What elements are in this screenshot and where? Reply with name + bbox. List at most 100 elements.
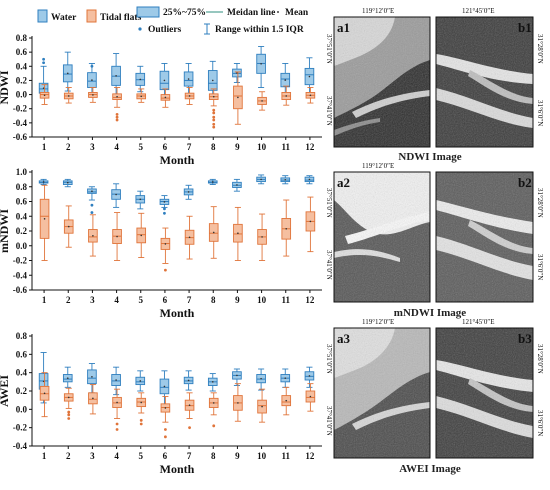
tidal-box-month-10 xyxy=(257,91,267,111)
y-tick-label: -0.2 xyxy=(13,256,28,266)
water-box-month-7 xyxy=(183,184,194,200)
chart-awei: 0.80.60.40.20.0-0.2-0.41 2 3 4 5 6 7 8 9 10 11 12Mo… xyxy=(0,331,322,476)
mean-marker xyxy=(187,78,190,80)
water-box-month-5 xyxy=(135,370,146,392)
mean-marker xyxy=(43,218,46,220)
y-tick-label: 0.2 xyxy=(16,386,28,396)
panel-a1-lat-bot: 37°41′0″N xyxy=(325,96,333,126)
mean-marker xyxy=(164,407,167,409)
outlier xyxy=(90,64,94,68)
tidal-box-month-4 xyxy=(112,87,122,122)
mean-marker xyxy=(188,404,191,407)
mean-marker xyxy=(66,181,69,184)
mean-marker xyxy=(91,79,93,81)
mean-marker xyxy=(42,380,45,383)
outlier xyxy=(212,108,216,112)
x-tick-label: 9 xyxy=(235,295,240,305)
mean-marker xyxy=(116,401,118,404)
x-tick-label: 1 xyxy=(42,451,47,461)
panel-b3-lon: 121°45′0″E xyxy=(462,318,495,326)
x-tick-label: 12 xyxy=(305,451,315,461)
mean-marker xyxy=(237,232,239,235)
water-box-month-10 xyxy=(256,368,266,391)
y-tick-label: 0.8 xyxy=(16,331,28,341)
mean-marker xyxy=(163,201,166,203)
x-tick-label: 6 xyxy=(163,295,168,305)
legend-median-label: Meidan line xyxy=(227,8,275,18)
panel-a2-label: a2 xyxy=(337,175,350,190)
x-tick-label: 5 xyxy=(139,142,144,152)
panel-a2-lat-bot: 37°41′0″N xyxy=(325,250,333,280)
outlier xyxy=(115,115,119,119)
mean-marker xyxy=(285,227,288,230)
mean-marker xyxy=(308,75,311,78)
water-box-month-7 xyxy=(183,370,194,391)
mean-marker xyxy=(140,95,143,98)
y-tick-label: -0.6 xyxy=(13,285,28,295)
x-tick-label: 3 xyxy=(90,295,95,305)
x-tick-label: 7 xyxy=(187,295,192,305)
mean-marker xyxy=(163,79,166,82)
mean-marker xyxy=(139,198,142,201)
panel-a1: a1 119°12′0″E 37°51′0″N 37°41′0″N xyxy=(325,7,431,148)
tidal-box-month-10 xyxy=(257,213,267,261)
legend-mean-swatch xyxy=(277,11,279,13)
y-tick-label: -0.4 xyxy=(13,118,28,128)
y-tick-label: 0.8 xyxy=(16,182,28,192)
tidal-box-month-9 xyxy=(233,383,243,422)
legend-range-swatch xyxy=(204,23,210,35)
outlier xyxy=(212,125,216,129)
mean-marker xyxy=(116,95,118,98)
x-tick-label: 9 xyxy=(235,451,240,461)
x-tick-label: 5 xyxy=(139,295,144,305)
y-tick-label: 1.0 xyxy=(16,167,28,177)
mean-marker xyxy=(66,377,69,379)
water-box-month-8 xyxy=(207,178,218,185)
tidal-box-month-11 xyxy=(281,85,292,106)
mean-marker xyxy=(188,236,191,239)
x-tick-label: 8 xyxy=(211,295,216,305)
mean-marker xyxy=(163,385,166,388)
tidal-box-month-6 xyxy=(160,396,171,439)
panel-a3-lat-top: 37°51′0″N xyxy=(325,344,333,374)
panel-a1-label: a1 xyxy=(337,20,350,35)
panel-b3-lat-top: 31°28′0″N xyxy=(536,344,544,374)
legend-mean-label: Mean xyxy=(285,8,309,18)
tidal-box-month-1 xyxy=(39,184,50,261)
panel-b2-lat-top: 31°28′0″N xyxy=(536,188,544,218)
mean-marker xyxy=(140,401,143,404)
tidal-box-month-11 xyxy=(281,386,292,416)
tidal-box-month-4 xyxy=(112,388,122,431)
x-tick-label: 8 xyxy=(211,451,216,461)
x-tick-label: 2 xyxy=(66,295,71,305)
water-box-month-10 xyxy=(256,174,266,185)
legend-tidal-label: Tidal flats xyxy=(100,13,142,23)
outlier xyxy=(139,422,143,426)
panel-b2-label: b2 xyxy=(518,175,532,190)
mean-marker xyxy=(212,402,215,404)
outlier xyxy=(42,61,45,65)
mean-marker xyxy=(212,95,215,98)
legend-iqr-label: 25%~75% xyxy=(163,8,206,18)
x-tick-label: 6 xyxy=(163,451,168,461)
panel-b1-lat-top: 31°28′0″N xyxy=(536,34,544,64)
tidal-box-month-3 xyxy=(88,214,98,257)
tidal-box-month-3 xyxy=(88,87,98,103)
x-tick-label: 3 xyxy=(90,142,95,152)
tidal-box-month-8 xyxy=(208,88,219,129)
outlier xyxy=(115,422,119,426)
outlier xyxy=(115,428,119,431)
x-tick-label: 11 xyxy=(281,295,290,305)
mean-marker xyxy=(309,395,312,398)
x-tick-label: 4 xyxy=(114,295,119,305)
y-tick-label: -0.4 xyxy=(13,270,28,280)
panel-a1-lat-top: 37°51′0″N xyxy=(325,34,333,64)
mean-marker xyxy=(261,100,263,102)
x-tick-label: 4 xyxy=(114,451,119,461)
mean-marker xyxy=(92,397,94,400)
tidal-box-month-6 xyxy=(160,227,171,272)
x-tick-label: 4 xyxy=(114,142,119,152)
outlier xyxy=(67,413,71,417)
panel-a2: a2 119°12′0″E 37°51′0″N 37°41′0″N xyxy=(325,162,431,303)
mean-marker xyxy=(236,184,238,186)
